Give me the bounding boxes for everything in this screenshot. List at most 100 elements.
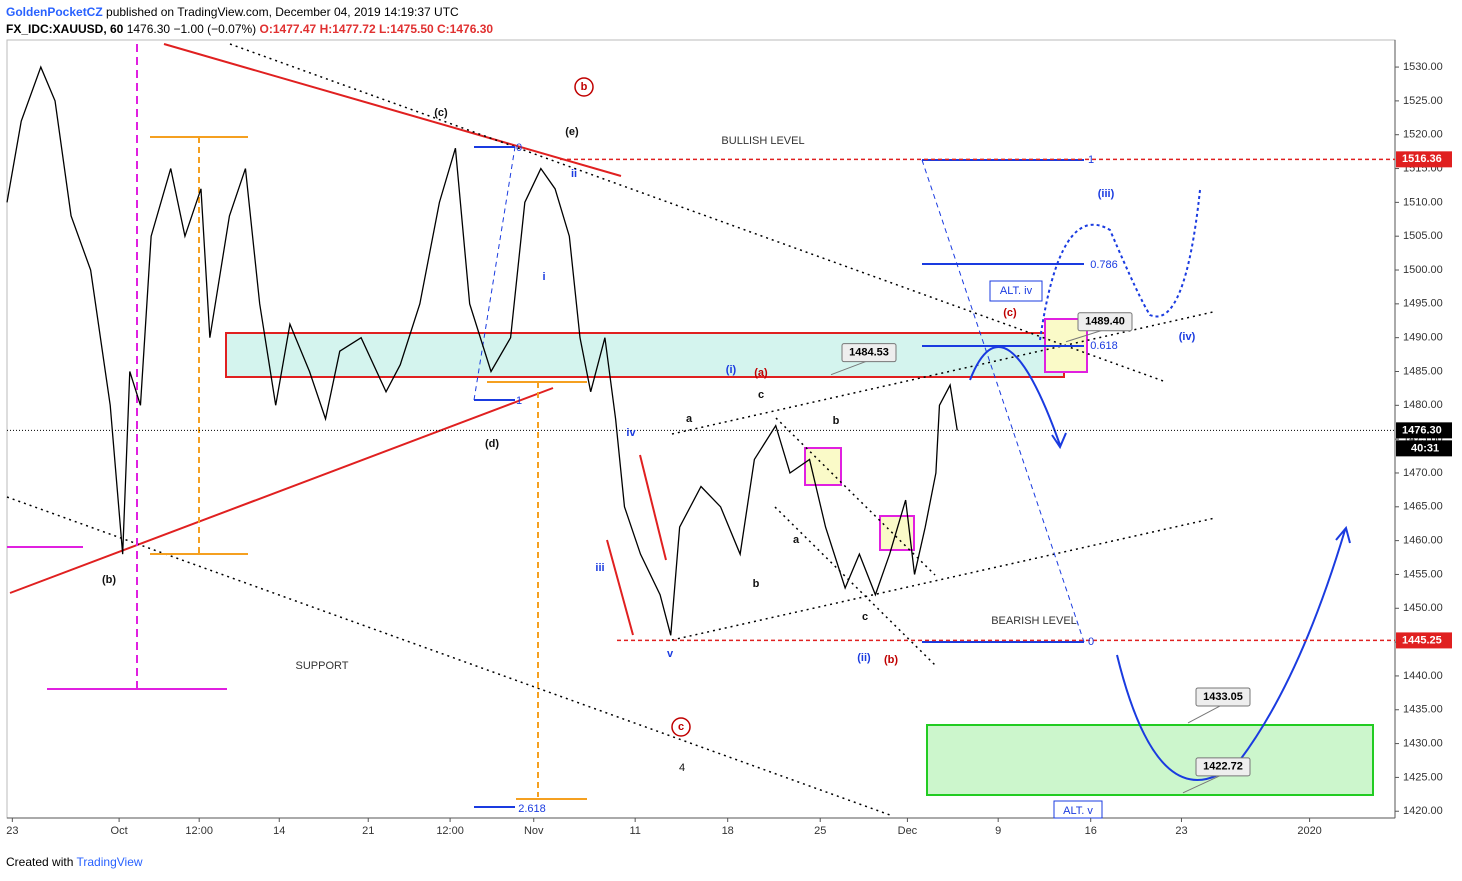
callout-pointer [1187,704,1223,724]
annotation: (i) [726,364,737,376]
price-tag-label: 1516.36 [1402,153,1442,165]
annotation: v [667,648,674,660]
y-tick-label: 1425.00 [1403,771,1443,783]
annotation: BULLISH LEVEL [721,135,804,147]
trendline [639,454,667,561]
change: −1.00 (−0.07%) [173,22,257,36]
box [804,447,842,486]
callout-box [841,343,897,363]
callout-pointer [830,360,869,376]
callout-label: 1484.53 [849,347,889,359]
label-box [989,280,1043,302]
callout-box [1077,312,1133,332]
channel-line [774,506,936,666]
callout-label: 1422.72 [1203,761,1243,773]
last: 1476.30 [126,22,171,36]
footer: Created with TradingView [6,855,143,869]
annotation: 0 [1088,636,1094,648]
annotation: (c) [434,107,448,119]
ohlc: L:1475.50 [378,22,434,36]
annotation: 0.786 [1090,259,1118,271]
y-tick-label: 1460.00 [1403,535,1443,547]
callout-pointer [1065,329,1105,343]
annotation: iv [626,427,636,439]
x-tick-label: 18 [722,825,734,837]
ohlc: H:1477.72 [319,22,376,36]
price-tag [1396,151,1452,168]
annotation: ALT. v [1063,805,1093,817]
y-tick-label: 1530.00 [1403,61,1443,73]
x-tick-label: 25 [814,825,826,837]
annotation: ii [571,168,577,180]
trendline [163,43,622,177]
brand[interactable]: TradingView [76,855,143,869]
channel-line [229,43,1167,383]
countdown-tag [1396,440,1452,457]
annotation: (b) [884,654,898,666]
y-tick-label: 1465.00 [1403,501,1443,513]
y-tick-label: 1525.00 [1403,95,1443,107]
annotation: b [581,81,588,93]
annotation: b [753,578,760,590]
annotation: SUPPORT [296,660,349,672]
zone [225,332,1065,378]
wave-circle [671,717,691,737]
x-tick-label: Dec [898,825,918,837]
annotation: ALT. iv [1000,285,1033,297]
channel-line [671,311,1214,435]
y-tick-label: 1420.00 [1403,805,1443,817]
created: Created with [6,855,74,869]
annotation: a [793,534,800,546]
y-tick-label: 1505.00 [1403,230,1443,242]
x-tick-label: Oct [111,825,128,837]
annotation: (a) [754,367,768,379]
annotation: BEARISH LEVEL [991,615,1077,627]
annotation: (ii) [857,652,871,664]
annotation: i [542,271,545,283]
y-tick-label: 1495.00 [1403,298,1443,310]
channel-line [671,517,1216,641]
x-tick-label: 21 [362,825,374,837]
wave-circle [574,77,594,97]
annotation: (iv) [1179,331,1196,343]
x-tick-label: 2020 [1297,825,1321,837]
trendline [9,387,554,594]
annotation: 0.618 [1090,340,1118,352]
y-tick-label: 1470.00 [1403,467,1443,479]
price-tag [1396,422,1452,439]
annotation: a [686,413,693,425]
y-tick-label: 1430.00 [1403,737,1443,749]
trendline [606,539,634,636]
callout-pointer [1182,774,1223,794]
ohlc: O:1477.47 [259,22,317,36]
annotation: 4 [679,762,685,774]
annotation: 1 [1088,154,1094,166]
fib-diagonal [473,146,516,401]
ohlc: C:1476.30 [437,22,494,36]
box [879,515,915,551]
path-arrow [969,346,1067,450]
callout-box [1195,757,1251,777]
annotation: (iii) [1098,188,1115,200]
annotation: c [678,721,684,733]
annotation: (b) [102,574,116,586]
annotation: c [758,389,764,401]
callout-label: 1433.05 [1203,691,1243,703]
drawings [6,43,1374,819]
y-tick-label: 1520.00 [1403,129,1443,141]
annotation: iii [595,562,604,574]
callout-label: 1489.40 [1085,316,1125,328]
fib-diagonal [921,159,1085,643]
callout-box [1195,687,1251,707]
price-tag [1396,632,1452,649]
annotation: (c) [1003,307,1017,319]
channel-line [6,496,891,816]
annotation: (e) [565,126,579,138]
y-tick-label: 1510.00 [1403,196,1443,208]
y-tick-label: 1440.00 [1403,670,1443,682]
publisher[interactable]: GoldenPocketCZ [6,5,103,19]
published: published on TradingView.com, December 0… [106,5,459,19]
annotation: 0 [516,142,522,154]
y-tick-label: 1485.00 [1403,365,1443,377]
